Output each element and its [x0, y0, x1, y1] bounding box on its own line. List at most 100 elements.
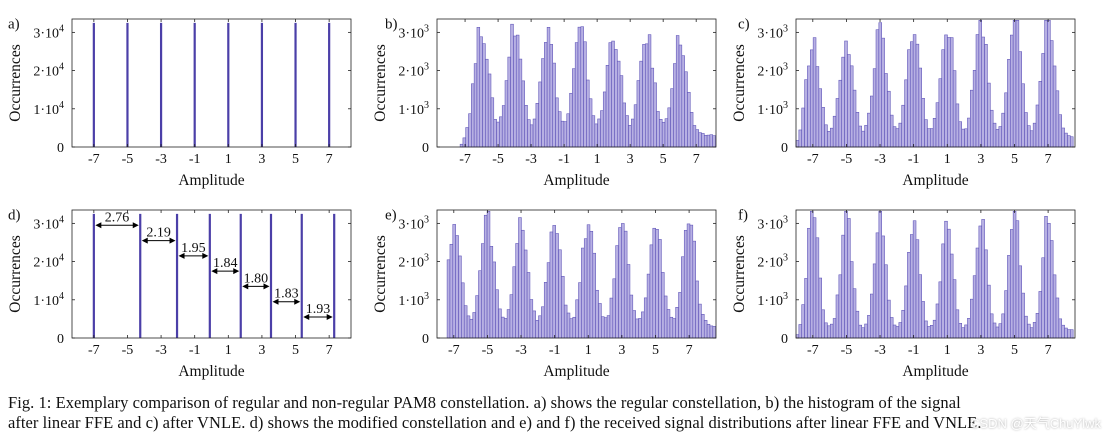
histogram-bin [841, 56, 845, 148]
histogram-bin [935, 303, 940, 339]
histogram-bin [1004, 290, 1008, 339]
x-tick-label: -5 [482, 343, 494, 358]
histogram-bin [518, 217, 522, 339]
y-tick-exponent: 3 [783, 253, 788, 264]
histogram-bin [629, 294, 634, 339]
y-tick-label: 0 [422, 141, 429, 156]
histogram-bin [577, 26, 582, 148]
histogram-bin [673, 63, 677, 148]
axes-frame [436, 18, 717, 148]
histogram-bin [466, 315, 471, 339]
histogram-bin [689, 112, 694, 148]
histogram-bin [1061, 324, 1065, 339]
histogram-bin [572, 316, 576, 339]
histogram-bin [810, 49, 814, 148]
histogram-bin [476, 27, 481, 148]
x-tick-label: -5 [122, 152, 134, 167]
histogram-bin [1041, 257, 1045, 339]
histogram-bin [1007, 59, 1011, 148]
histogram-bin [807, 227, 811, 339]
histogram-bin [1070, 329, 1074, 339]
x-tick-label: 7 [693, 152, 700, 167]
histogram-bin [1015, 20, 1020, 148]
histogram-bin [608, 42, 612, 148]
histogram-bin [998, 126, 1002, 148]
histogram-bin [560, 120, 565, 148]
y-axis-label: Occurrences [7, 44, 24, 121]
histogram-bin [927, 326, 931, 339]
y-tick-label: 3·103 [398, 214, 429, 232]
histogram-bin [1070, 136, 1074, 148]
histogram-bin [661, 121, 666, 148]
histogram-bin [872, 263, 877, 339]
histogram-bin [580, 26, 584, 148]
histogram-bin [872, 68, 877, 148]
caption-line-2: after linear FFE and c) after VNLE. d) s… [8, 413, 982, 432]
histogram-bin [712, 135, 716, 148]
histogram-bin [984, 44, 988, 148]
y-tick-exponent: 4 [59, 62, 64, 73]
histogram-bin [830, 323, 834, 339]
histogram-bin [549, 44, 554, 148]
histogram-bin [586, 79, 590, 148]
histogram-bin [656, 111, 660, 148]
x-tick-label: 3 [977, 152, 984, 167]
histogram-bin [850, 65, 854, 148]
histogram-bin [463, 305, 468, 339]
histogram-bin [1064, 132, 1068, 148]
histogram-bin [625, 115, 629, 148]
histogram-bin [1024, 112, 1028, 148]
y-axis-label: Occurrences [372, 235, 389, 312]
histogram-bin [672, 318, 676, 339]
y-axis-label: Occurrences [372, 44, 389, 121]
histogram-bin [921, 98, 925, 148]
panel-label-e: e) [385, 208, 397, 224]
y-tick-label: 2·103 [757, 253, 788, 271]
histogram-bin [490, 97, 495, 148]
histogram-bin [901, 104, 905, 148]
panel-f: f) -7 -5 -3 -1 1 3 5 7 0 1·103 2·103 3·103 Amplitude O… [731, 208, 1076, 380]
histogram-bin [1041, 53, 1045, 148]
histogram-bin [591, 115, 596, 148]
x-tick-label: -7 [88, 152, 100, 167]
histogram-bin [692, 125, 697, 148]
histogram-bin [918, 274, 922, 339]
spacing-label: 1.80 [244, 271, 269, 286]
histogram-bin [628, 125, 632, 148]
histogram-bin [563, 121, 568, 148]
histogram-bin [950, 253, 954, 339]
histogram-bin [1027, 125, 1031, 148]
y-tick-label: 2·103 [757, 62, 788, 80]
histogram-bin [878, 211, 882, 339]
histogram-bin [487, 73, 492, 148]
histogram-bin [611, 40, 615, 148]
histogram-bin [595, 289, 599, 339]
histogram-bin [910, 41, 914, 148]
histogram-bin [904, 79, 908, 148]
histogram-bin [924, 119, 928, 148]
histogram-bin [518, 58, 523, 148]
histogram-bin [827, 131, 831, 148]
histogram-bin [581, 247, 585, 339]
histogram-bin [703, 320, 708, 339]
x-tick-label: -3 [515, 343, 527, 358]
y-axis-label: Occurrences [731, 235, 748, 312]
x-tick-label: -7 [459, 152, 471, 167]
histogram-bin [681, 256, 685, 339]
y-axis-label: Occurrences [731, 44, 748, 121]
spacing-arrowhead-left [178, 252, 185, 259]
x-tick-label: -7 [448, 343, 460, 358]
x-tick-label: -1 [189, 152, 201, 167]
histogram-bin [483, 214, 488, 339]
y-tick-exponent: 3 [783, 291, 788, 302]
histogram-bin [1050, 240, 1054, 339]
histogram-bin [961, 128, 965, 148]
histogram-bin [544, 42, 548, 148]
y-tick-label: 1·104 [33, 291, 64, 309]
histogram-bin [617, 60, 621, 148]
histogram-bin [958, 323, 962, 339]
histogram-bin [461, 282, 465, 339]
histogram-bin [992, 322, 997, 339]
histogram-bin [907, 49, 911, 148]
figure-caption: Fig. 1: Exemplary comparison of regular … [8, 393, 1098, 433]
